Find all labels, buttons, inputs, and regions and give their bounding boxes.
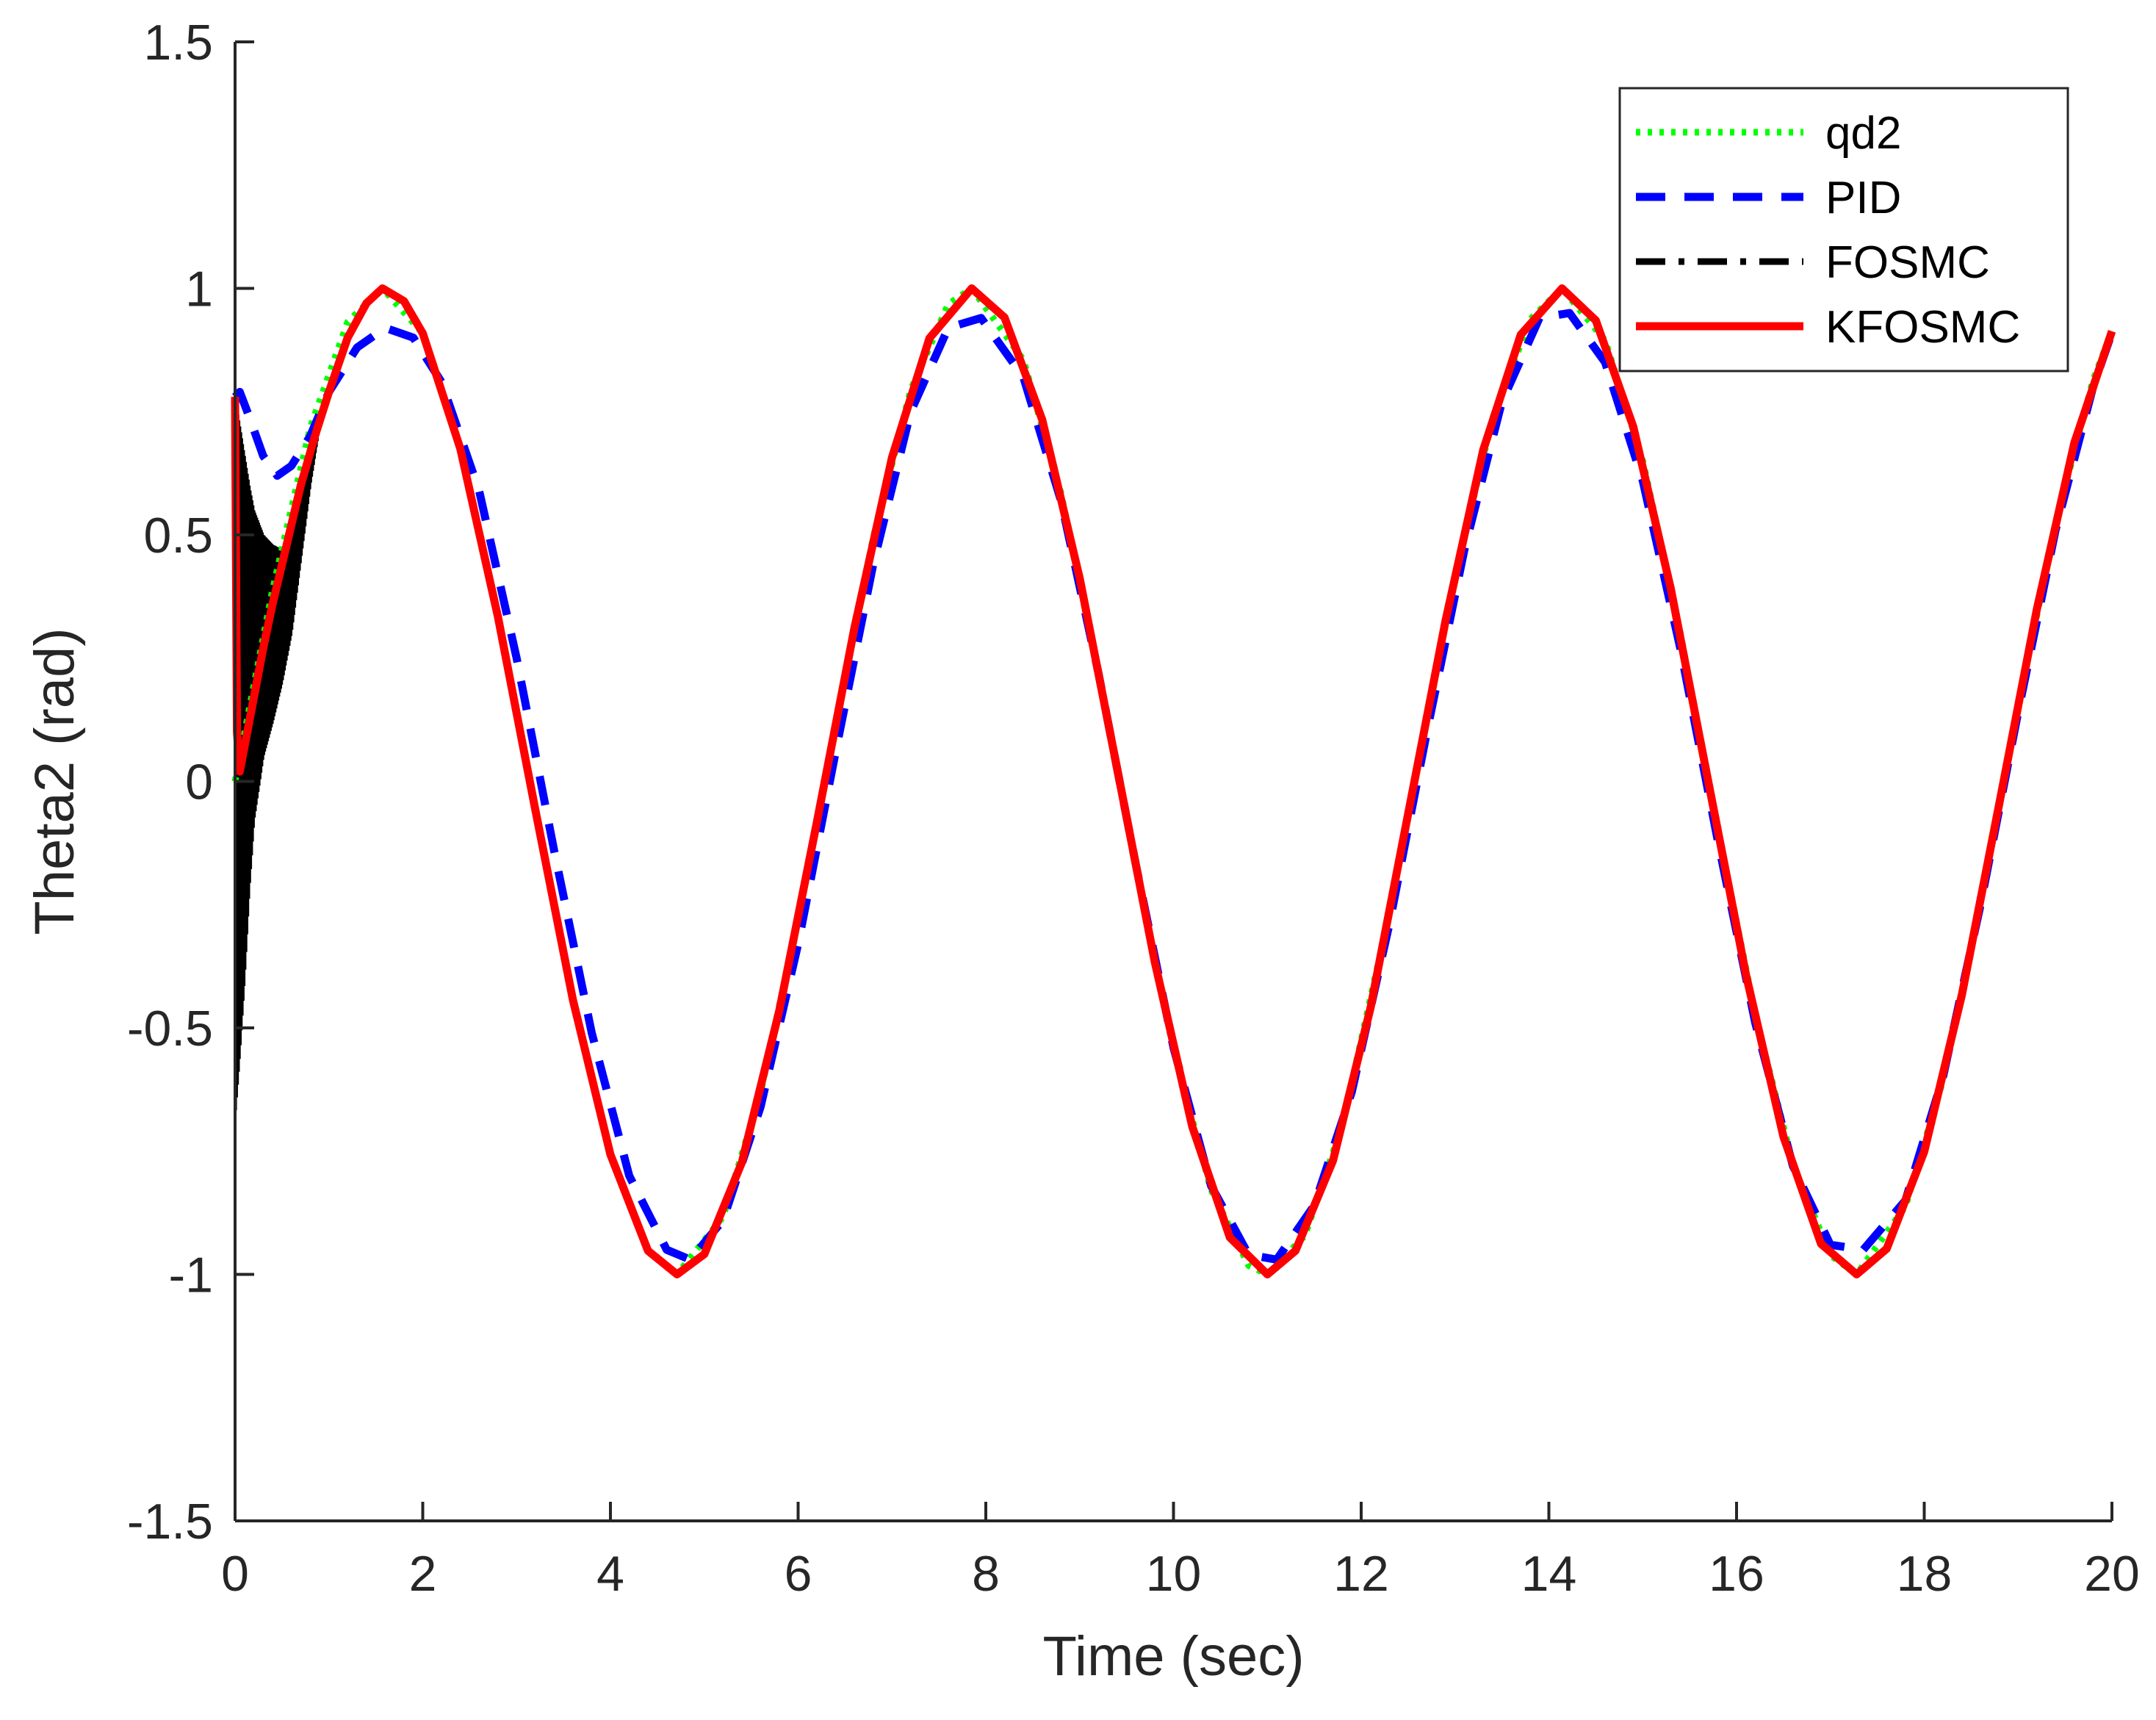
- y-tick-label: 1.5: [143, 15, 213, 71]
- y-tick-label: 1: [185, 262, 213, 317]
- y-tick-label: 0: [185, 755, 213, 810]
- y-tick-label: 0.5: [143, 508, 213, 564]
- y-axis-label: Theta2 (rad): [24, 627, 86, 935]
- x-tick-label: 12: [1333, 1546, 1389, 1602]
- x-tick-label: 6: [785, 1546, 812, 1602]
- x-tick-label: 16: [1709, 1546, 1764, 1602]
- x-axis-label: Time (sec): [1042, 1625, 1304, 1688]
- y-tick-label: -1: [169, 1248, 213, 1303]
- x-ticks: 0 2 4 6 8 10 12 14 16 18 20: [221, 1502, 2140, 1602]
- series-kfosmc: [231, 284, 2116, 1278]
- legend-label-fosmc: FOSMC: [1825, 237, 1990, 288]
- legend-label-qd2: qd2: [1825, 108, 1901, 159]
- y-tick-label: -0.5: [127, 1001, 213, 1057]
- x-tick-label: 2: [409, 1546, 437, 1602]
- legend: qd2 PID FOSMC KFOSMC: [1618, 87, 2069, 373]
- y-tick-label: -1.5: [127, 1494, 213, 1550]
- legend-label-pid: PID: [1825, 173, 1901, 223]
- x-tick-label: 4: [596, 1546, 624, 1602]
- legend-entries: qd2 PID FOSMC KFOSMC: [1636, 108, 2020, 353]
- legend-label-kfosmc: KFOSMC: [1825, 302, 2020, 353]
- x-tick-label: 0: [221, 1546, 249, 1602]
- y-ticks: -1.5 -1 -0.5 0 0.5 1 1.5: [127, 15, 254, 1550]
- x-tick-label: 14: [1521, 1546, 1577, 1602]
- series-layer: [231, 284, 2116, 1278]
- x-tick-label: 18: [1897, 1546, 1953, 1602]
- x-tick-label: 20: [2084, 1546, 2140, 1602]
- x-tick-label: 8: [972, 1546, 1000, 1602]
- x-tick-label: 10: [1146, 1546, 1202, 1602]
